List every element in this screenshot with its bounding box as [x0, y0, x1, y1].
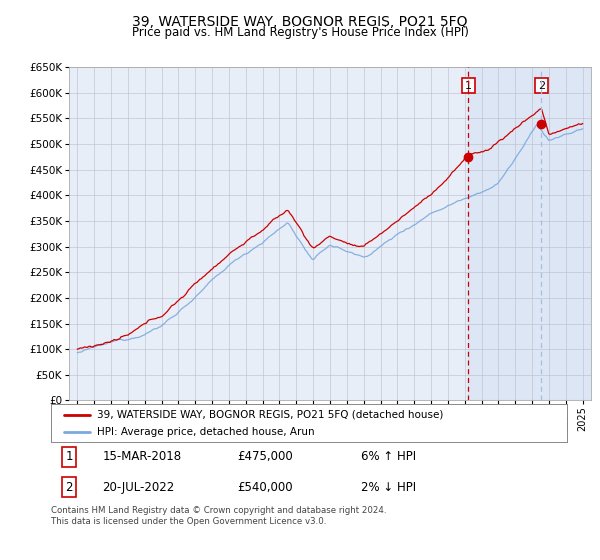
Text: 2: 2	[538, 81, 545, 91]
Bar	[468, 67, 591, 400]
Text: £540,000: £540,000	[237, 480, 292, 493]
Text: 2% ↓ HPI: 2% ↓ HPI	[361, 480, 416, 493]
Text: Contains HM Land Registry data © Crown copyright and database right 2024.
This d: Contains HM Land Registry data © Crown c…	[51, 506, 386, 526]
Text: 39, WATERSIDE WAY, BOGNOR REGIS, PO21 5FQ: 39, WATERSIDE WAY, BOGNOR REGIS, PO21 5F…	[132, 15, 468, 29]
Text: £475,000: £475,000	[237, 450, 293, 463]
Text: 6% ↑ HPI: 6% ↑ HPI	[361, 450, 416, 463]
Text: 1: 1	[465, 81, 472, 91]
Text: HPI: Average price, detached house, Arun: HPI: Average price, detached house, Arun	[97, 427, 315, 437]
Text: 39, WATERSIDE WAY, BOGNOR REGIS, PO21 5FQ (detached house): 39, WATERSIDE WAY, BOGNOR REGIS, PO21 5F…	[97, 410, 444, 420]
Text: Price paid vs. HM Land Registry's House Price Index (HPI): Price paid vs. HM Land Registry's House …	[131, 26, 469, 39]
Text: 20-JUL-2022: 20-JUL-2022	[103, 480, 175, 493]
Text: 1: 1	[65, 450, 73, 463]
Text: 2: 2	[65, 480, 73, 493]
Text: 15-MAR-2018: 15-MAR-2018	[103, 450, 182, 463]
